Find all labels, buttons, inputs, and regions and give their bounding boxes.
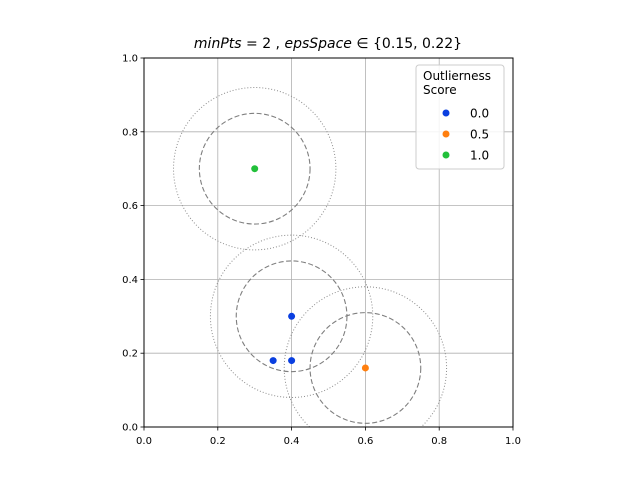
eps-circle-large bbox=[209, 234, 374, 398]
title-epsspace: epsSpace bbox=[284, 36, 351, 52]
legend-marker bbox=[442, 151, 450, 159]
legend-entry: 0.5 bbox=[442, 128, 489, 142]
y-axis-ticks: 0.0 0.2 0.4 0.6 0.8 1.0 bbox=[122, 54, 144, 434]
y-tick-label: 0.4 bbox=[122, 275, 138, 286]
plot-area: 0.0 0.2 0.4 0.6 0.8 1.0 0.0 0.2 0.4 0.6 0.8 1.0 bbox=[122, 54, 521, 448]
eps-circle-small bbox=[198, 112, 311, 225]
y-tick-label: 1.0 bbox=[122, 54, 138, 65]
legend-entry: 1.0 bbox=[442, 149, 489, 163]
data-point bbox=[269, 357, 277, 365]
legend-marker bbox=[442, 130, 450, 138]
y-tick-label: 0.0 bbox=[122, 423, 138, 434]
eps-circle-large bbox=[283, 286, 448, 427]
legend-box bbox=[415, 64, 505, 170]
title-minpts: minPts bbox=[194, 36, 242, 52]
x-tick-label: 0.2 bbox=[210, 436, 226, 447]
x-tick-label: 0.6 bbox=[357, 436, 373, 447]
legend-entry: 0.0 bbox=[442, 107, 489, 121]
x-tick-label: 0.0 bbox=[136, 436, 152, 447]
legend: Outlierness Score 0.0 0.5 1.0 bbox=[415, 64, 505, 170]
eps-circle-large bbox=[173, 87, 337, 251]
x-axis-ticks: 0.0 0.2 0.4 0.6 0.8 1.0 bbox=[136, 427, 521, 447]
legend-title: Outlierness Score bbox=[423, 69, 491, 97]
title-equals: = 2 , bbox=[242, 36, 285, 52]
x-tick-label: 1.0 bbox=[505, 436, 521, 447]
data-point bbox=[251, 165, 259, 173]
legend-label: 0.0 bbox=[470, 107, 489, 121]
legend-label: 0.5 bbox=[470, 128, 489, 142]
legend-entries: 0.0 0.5 1.0 bbox=[442, 107, 489, 163]
chart-title: minPts = 2 , epsSpace ∈ {0.15, 0.22} bbox=[194, 36, 462, 52]
legend-title-line: Outlierness bbox=[423, 69, 491, 83]
y-tick-label: 0.2 bbox=[122, 349, 138, 360]
x-tick-label: 0.8 bbox=[431, 436, 447, 447]
eps-neighborhood-circles bbox=[173, 87, 448, 427]
eps-circle-small bbox=[309, 312, 422, 424]
legend-title-line: Score bbox=[423, 83, 457, 97]
data-point bbox=[361, 364, 369, 372]
x-tick-label: 0.4 bbox=[284, 436, 300, 447]
data-points bbox=[251, 165, 369, 372]
legend-marker bbox=[442, 109, 450, 117]
title-eps-values: ∈ {0.15, 0.22} bbox=[352, 36, 462, 52]
legend-label: 1.0 bbox=[470, 149, 489, 163]
y-tick-label: 0.8 bbox=[122, 127, 138, 138]
plot-frame bbox=[143, 57, 514, 428]
data-point bbox=[288, 357, 296, 365]
data-point bbox=[288, 312, 296, 320]
y-tick-label: 0.6 bbox=[122, 201, 138, 212]
